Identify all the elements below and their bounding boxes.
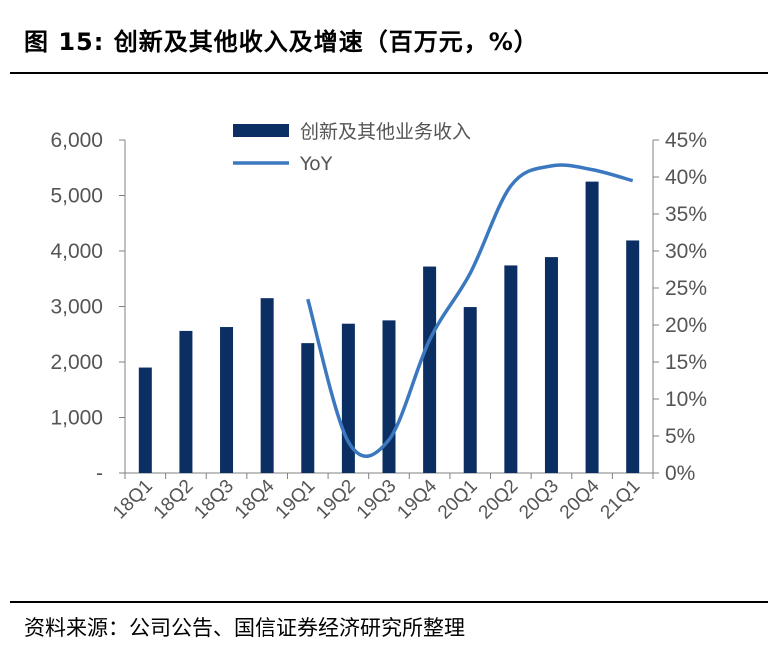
bar-19Q4 xyxy=(423,266,437,473)
yoy-line xyxy=(306,163,634,458)
y-left-ticks: - 1,000 2,000 3,000 4,000 5,000 6,000 xyxy=(50,129,103,485)
y-left-tick-label: 5,000 xyxy=(50,185,103,208)
x-tick-label: 20Q4 xyxy=(556,475,604,523)
x-tick-label: 19Q2 xyxy=(312,476,360,524)
x-tick-label: 19Q1 xyxy=(272,476,320,524)
y-right-tick-label: 5% xyxy=(665,425,695,448)
bar-20Q1 xyxy=(463,307,477,473)
y-left-tick-label: - xyxy=(96,462,103,485)
x-tick-label: 18Q2 xyxy=(150,476,198,524)
y-right-tick-label: 10% xyxy=(665,388,707,411)
x-tick-label: 20Q3 xyxy=(515,476,563,524)
bar-21Q1 xyxy=(626,240,640,473)
bar-series xyxy=(138,181,640,473)
bar-20Q2 xyxy=(504,265,518,473)
y-left-tick-label: 2,000 xyxy=(50,351,103,374)
y-right-tick-label: 20% xyxy=(665,314,707,337)
footer-divider xyxy=(10,601,768,603)
line-series xyxy=(306,163,634,458)
y-left-tick-label: 3,000 xyxy=(50,296,103,319)
chart-title: 图 15: 创新及其他收入及增速（百万元，%） xyxy=(24,28,539,56)
x-axis-ticks: 18Q118Q218Q318Q419Q119Q219Q319Q420Q120Q2… xyxy=(109,475,644,523)
bar-19Q3 xyxy=(382,320,396,473)
y-left-tick-label: 6,000 xyxy=(50,129,103,152)
x-tick-label: 20Q2 xyxy=(475,476,523,524)
y-right-tick-label: 25% xyxy=(665,277,707,300)
x-tick-label: 18Q4 xyxy=(231,475,279,523)
bar-20Q4 xyxy=(585,181,599,473)
chart: 18Q118Q218Q318Q419Q119Q219Q319Q420Q120Q2… xyxy=(50,121,707,523)
x-tick-label: 20Q1 xyxy=(434,476,482,524)
y-left-tick-label: 1,000 xyxy=(50,407,103,430)
y-right-ticks: 0% 5% 10% 15% 20% 25% 30% 35% 40% 45% xyxy=(665,129,707,485)
x-tick-label: 21Q1 xyxy=(597,476,645,524)
legend-line-label: YoY xyxy=(299,153,333,175)
y-right-tick-label: 40% xyxy=(665,166,707,189)
source-note: 资料来源：公司公告、国信证券经济研究所整理 xyxy=(24,616,465,640)
bar-19Q1 xyxy=(301,343,315,473)
bar-20Q3 xyxy=(544,257,558,473)
bar-18Q4 xyxy=(260,298,274,473)
bar-18Q3 xyxy=(220,327,234,473)
x-tick-label: 18Q3 xyxy=(190,476,238,524)
y-right-tick-label: 30% xyxy=(665,240,707,263)
y-left-tick-label: 4,000 xyxy=(50,240,103,263)
x-tick-label: 19Q4 xyxy=(393,475,441,523)
x-tick-label: 19Q3 xyxy=(353,476,401,524)
y-right-tick-label: 35% xyxy=(665,203,707,226)
bar-18Q2 xyxy=(179,330,193,473)
y-right-tick-label: 15% xyxy=(665,351,707,374)
y-right-tick-label: 45% xyxy=(665,129,707,152)
legend-bar-label: 创新及其他业务收入 xyxy=(300,121,471,143)
title-divider xyxy=(10,72,768,74)
y-right-tick-label: 0% xyxy=(665,462,695,485)
chart-legend: 创新及其他业务收入 YoY xyxy=(233,121,471,175)
bar-18Q1 xyxy=(138,367,152,473)
x-tick-label: 18Q1 xyxy=(109,476,157,524)
legend-bar-swatch xyxy=(233,124,289,137)
